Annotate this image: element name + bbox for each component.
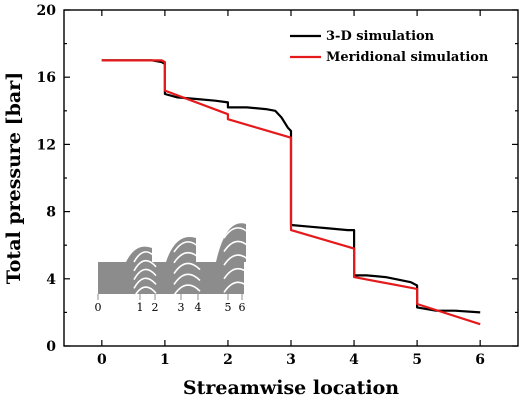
inset-blade-profile <box>173 284 201 296</box>
x-tick-label-3: 3 <box>286 352 296 368</box>
inset-station-label-0: 0 <box>95 301 102 314</box>
y-tick-label-5: 20 <box>37 3 57 19</box>
inset-blade-profile <box>133 286 157 298</box>
inset-blade-profile <box>173 251 201 264</box>
y-tick-label-3: 12 <box>37 137 56 153</box>
x-tick-label-4: 4 <box>349 352 359 368</box>
legend-label-3d: 3-D simulation <box>326 29 435 44</box>
series-line-meridional <box>101 59 481 326</box>
inset-blade-profile <box>133 277 157 289</box>
y-tick-label-0: 0 <box>46 339 56 355</box>
x-tick-label-2: 2 <box>223 352 233 368</box>
inset-blade-profile <box>173 262 201 275</box>
series-line-3d <box>101 59 481 314</box>
inset-blade-hub-2 <box>216 223 246 262</box>
x-tick-label-6: 6 <box>475 352 485 368</box>
inset-blade-profile <box>223 254 251 266</box>
inset-station-label-4: 4 <box>195 301 202 314</box>
inset-hub-band <box>98 262 244 294</box>
inset-blade-profile <box>223 281 251 293</box>
inset-blade-profile <box>223 268 251 280</box>
x-tick-label-1: 1 <box>160 352 170 368</box>
legend: 3-D simulation Meridional simulation <box>290 29 489 65</box>
inset-blade-profile <box>133 260 157 272</box>
inset-blade-profile <box>223 227 251 239</box>
y-tick-label-4: 16 <box>37 70 56 86</box>
y-tick-label-1: 4 <box>46 272 56 288</box>
x-tick-label-0: 0 <box>97 352 107 368</box>
inset-blade-hub-1 <box>166 237 196 262</box>
inset-blade-profile <box>173 241 201 253</box>
inset-station-label-6: 6 <box>239 301 246 314</box>
inset-blade-profile <box>173 273 201 285</box>
inset-station-label-2: 2 <box>152 301 159 314</box>
x-tick-label-5: 5 <box>412 352 422 368</box>
series-layer <box>101 59 481 326</box>
x-axis-title: Streamwise location <box>183 377 399 399</box>
inset-station-label-1: 1 <box>137 301 144 314</box>
legend-label-meridional: Meridional simulation <box>326 50 489 65</box>
inset-blade-profile <box>133 251 157 263</box>
inset-blade-profile <box>223 240 251 253</box>
inset-blade-profile <box>133 268 157 280</box>
y-tick-label-2: 8 <box>46 205 56 221</box>
inset-station-label-5: 5 <box>225 301 232 314</box>
inset-station-label-3: 3 <box>178 301 185 314</box>
y-axis-title: Total pressure [bar] <box>3 72 25 284</box>
